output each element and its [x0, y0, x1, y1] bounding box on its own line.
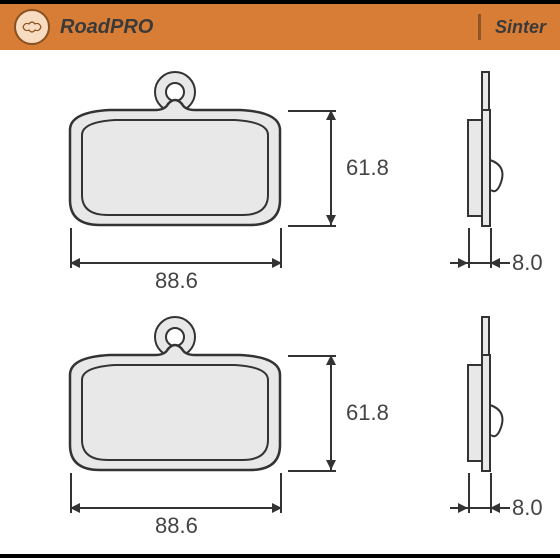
header-left: RoadPRO [14, 9, 153, 45]
bottom-height-label: 61.8 [346, 400, 389, 426]
arrow-icon [458, 258, 468, 268]
top-width-label: 88.6 [155, 268, 198, 294]
top-pad-side [460, 70, 520, 240]
bottom-thickness-label: 8.0 [512, 495, 543, 521]
arrow-icon [490, 503, 500, 513]
header-bar: RoadPRO Sinter [0, 4, 560, 50]
arrow-icon [326, 355, 336, 365]
ext-line [288, 225, 336, 227]
arrow-icon [458, 503, 468, 513]
bottom-pad-front [60, 315, 290, 485]
bottom-width-label: 88.6 [155, 513, 198, 539]
top-pad-front [60, 70, 290, 240]
arrow-icon [70, 258, 80, 268]
arrow-icon [490, 258, 500, 268]
top-height-label: 61.8 [346, 155, 389, 181]
arrow-icon [272, 503, 282, 513]
header-separator [478, 14, 481, 40]
bottom-border [0, 554, 560, 558]
brand-prefix: Road [60, 16, 110, 38]
diagram-area: 61.8 88.6 8.0 [0, 50, 560, 558]
product-diagram-card: RoadPRO Sinter [0, 0, 560, 560]
top-thickness-label: 8.0 [512, 250, 543, 276]
brand-name: RoadPRO [60, 16, 153, 39]
arrow-icon [326, 110, 336, 120]
arrow-icon [272, 258, 282, 268]
dim-line [330, 355, 332, 470]
bottom-pad-side [460, 315, 520, 485]
arrow-icon [326, 215, 336, 225]
logo-icon [14, 9, 50, 45]
dim-line [70, 507, 282, 509]
brand-suffix: PRO [110, 16, 153, 38]
material-label: Sinter [495, 17, 546, 38]
arrow-icon [70, 503, 80, 513]
arrow-icon [326, 460, 336, 470]
ext-line [288, 470, 336, 472]
dim-line [70, 262, 282, 264]
dim-line [330, 110, 332, 225]
header-right: Sinter [478, 14, 546, 40]
